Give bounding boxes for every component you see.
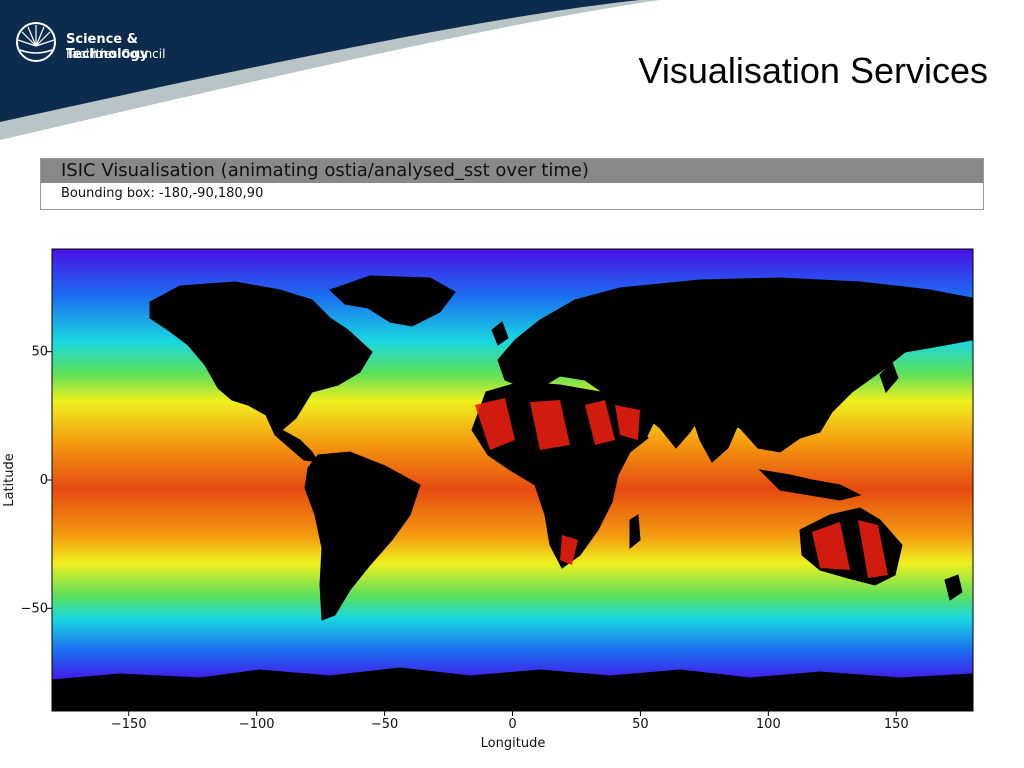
slide-title: Visualisation Services xyxy=(638,50,988,91)
bounding-box-text: Bounding box: -180,-90,180,90 xyxy=(61,186,264,201)
land-north-america xyxy=(149,281,373,431)
land-new-zealand xyxy=(944,574,963,601)
y-tick-label: 50 xyxy=(31,345,48,360)
stripe-arabia xyxy=(615,405,640,440)
stripe-australia-1 xyxy=(812,522,850,570)
x-tick-label: −100 xyxy=(239,717,275,732)
stripe-sahara-3 xyxy=(585,400,615,445)
stripe-australia-2 xyxy=(858,520,888,578)
land-eurasia xyxy=(497,277,973,453)
x-tick-label: −50 xyxy=(371,717,398,732)
x-tick-label: 0 xyxy=(508,717,516,732)
stfc-sunburst-icon xyxy=(16,22,56,62)
logo-line-2: Facilities Council xyxy=(66,47,166,61)
land-south-america xyxy=(304,451,421,621)
y-tick-label: 0 xyxy=(40,473,48,488)
land-madagascar xyxy=(629,514,641,550)
y-axis-label: Latitude xyxy=(2,453,17,507)
land-india xyxy=(689,404,741,463)
x-tick-label: 100 xyxy=(756,717,781,732)
land-greenland xyxy=(329,275,456,327)
x-tick-label: −150 xyxy=(111,717,147,732)
hot-land-stripes xyxy=(475,398,888,578)
stfc-logo: Science & Technology Facilities Council xyxy=(14,20,214,68)
x-axis-ticks: −150 −100 −50 0 50 100 150 xyxy=(111,711,909,732)
land-british-isles xyxy=(491,321,509,346)
stripe-south-africa xyxy=(560,535,578,565)
visualisation-panel: ISIC Visualisation (animating ostia/anal… xyxy=(40,158,984,210)
land-antarctica xyxy=(52,667,973,711)
x-tick-label: 50 xyxy=(632,717,649,732)
land-japan xyxy=(879,361,899,393)
y-tick-label: −50 xyxy=(21,601,48,616)
logo-line-1: Science & Technology xyxy=(66,32,149,62)
stripe-sahara-1 xyxy=(475,398,515,450)
x-axis-label: Longitude xyxy=(481,736,546,751)
land-indonesia xyxy=(758,469,862,501)
x-tick-label: 150 xyxy=(884,717,909,732)
panel-title: ISIC Visualisation (animating ostia/anal… xyxy=(41,159,983,183)
stripe-sahara-2 xyxy=(530,400,570,450)
slide-header-background xyxy=(0,0,660,140)
y-axis-ticks: 50 0 −50 xyxy=(21,345,52,616)
